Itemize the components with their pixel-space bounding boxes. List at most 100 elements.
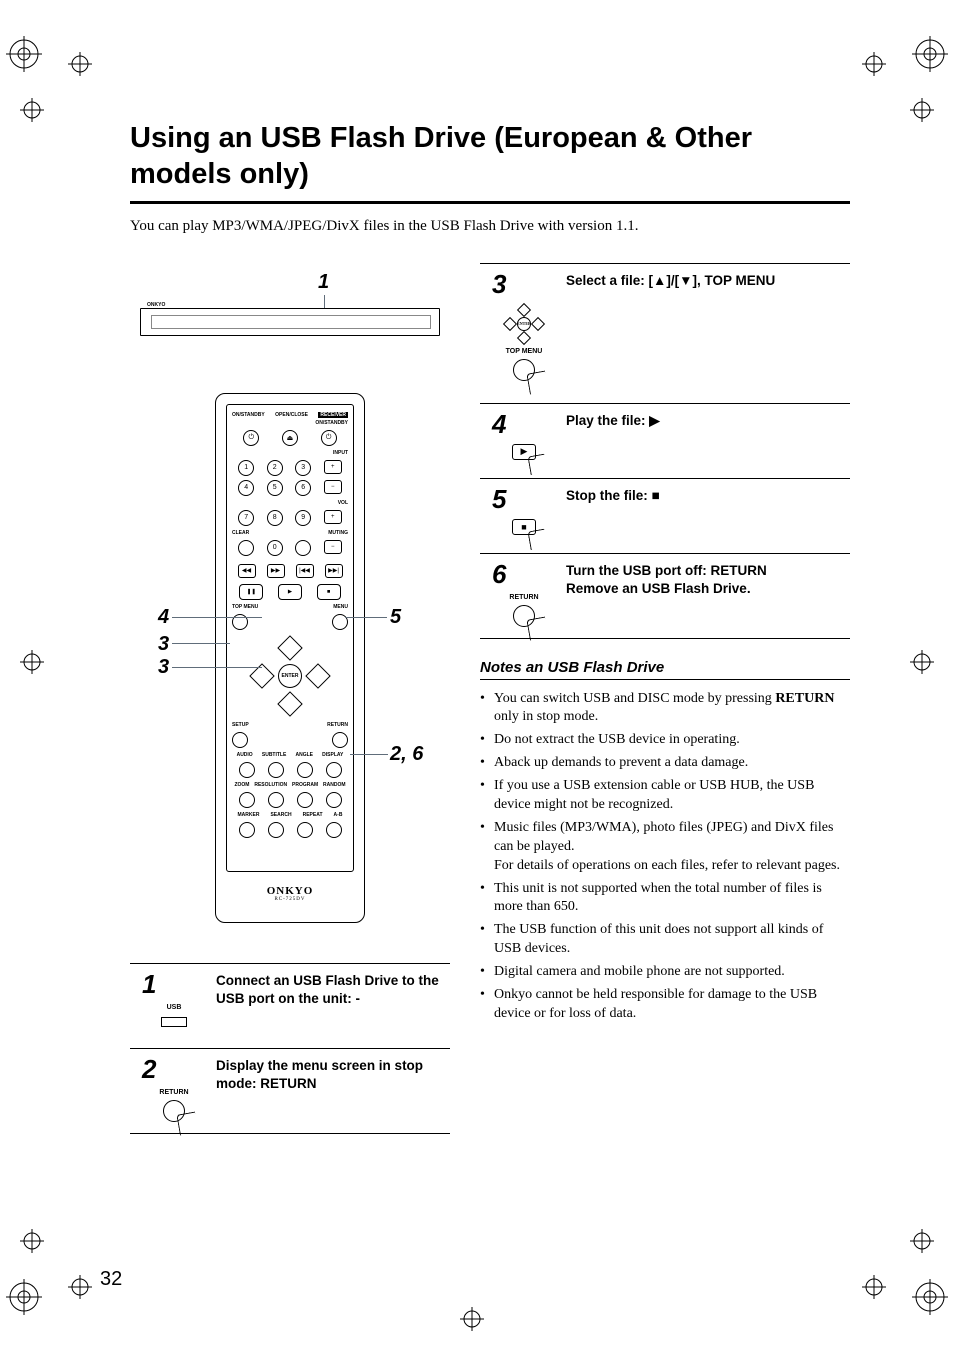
step-row: 2 RETURN Display the menu screen in stop… [130,1049,450,1133]
right-arrow-button [305,663,330,688]
callout-4: 4 [158,606,169,629]
remote-label: SETUP [232,722,249,728]
note-item: Aback up demands to prevent a data damag… [480,754,850,773]
stop-button: ■ [317,584,341,600]
remote-label: ZOOM [234,782,249,788]
steps-table-left: 1 USB Connect an USB Flash Drive to the … [130,963,450,1134]
num-button: 4 [238,480,254,496]
repeat-button [297,822,313,838]
remote-label: AUDIO [237,752,253,758]
random-button [326,792,342,808]
page-title: Using an USB Flash Drive (European & Oth… [130,120,850,204]
callout-1: 1 [318,271,329,294]
note-text: only in stop mode. [494,709,598,724]
step-text: Select a file: [▲]/[▼], TOP MENU [560,264,850,403]
play-triangle-icon: ▶ [649,412,659,430]
step-text-part: ]/[ [666,273,679,288]
left-column: 1 ONKYO ON/STANDBY OPEN/CLOSE RECEIVER [130,263,450,1134]
registration-mark [6,1279,42,1315]
button-press-icon [156,1100,192,1128]
callout-line [172,617,262,618]
step-number: 3 [492,269,506,300]
up-triangle-icon: ▲ [653,272,666,290]
standby-button: ⏻ [243,430,259,446]
remote-label: RANDOM [323,782,346,788]
up-arrow-button [277,635,302,660]
crop-mark [20,98,44,122]
step-number: 2 [142,1054,156,1085]
clear-button [238,540,254,556]
step-number: 6 [492,559,506,590]
setup-button [232,732,248,748]
remote-label: SUBTITLE [262,752,286,758]
remote-label: TOP MENU [232,604,258,610]
subtitle-button [268,762,284,778]
muting-button [295,540,311,556]
minus-button: − [324,480,342,494]
nav-dpad: ENTER [250,636,330,716]
step-row: 3 ENTER TOP MENU Select a file: [▲]/[▼], [480,264,850,404]
ffwd-button: ▶▶ [267,564,285,578]
step-number: 5 [492,484,506,515]
note-item: Music files (MP3/WMA), photo files (JPEG… [480,819,850,876]
callout-5: 5 [390,606,401,629]
callout-line [172,667,262,668]
num-button: 8 [267,510,283,526]
note-text: You can switch USB and DISC mode by pres… [494,691,775,706]
num-button: 5 [267,480,283,496]
usb-port-icon [156,1015,192,1043]
num-button: 7 [238,510,254,526]
step-text: Connect an USB Flash Drive to the USB po… [210,964,450,1048]
remote-label: ON/STANDBY [232,412,265,418]
step-caption: RETURN [509,594,538,601]
intro-text: You can play MP3/WMA/JPEG/DivX files in … [130,218,850,235]
remote-label: DISPLAY [322,752,343,758]
note-item: This unit is not supported when the tota… [480,880,850,918]
receiver-standby-button: ⏻ [321,430,337,446]
page-number: 32 [100,1268,122,1291]
callout-line [324,295,325,309]
num-button: 9 [295,510,311,526]
remote-label: INPUT [232,450,348,456]
plus-button: + [324,460,342,474]
remote-control: ON/STANDBY OPEN/CLOSE RECEIVER ON/STANDB… [215,393,365,923]
brand-text: ONKYO [216,885,364,897]
crop-mark [20,1229,44,1253]
remote-label: MARKER [238,812,260,818]
registration-mark [912,1279,948,1315]
device-front-panel: ONKYO [140,308,440,336]
play-press-icon: ▶ [506,444,542,472]
crop-mark [20,650,44,674]
note-item: Digital camera and mobile phone are not … [480,963,850,982]
step-caption: RETURN [159,1089,188,1096]
callout-26: 2, 6 [390,743,423,766]
prev-button: |◀◀ [296,564,314,578]
steps-table-right: 3 ENTER TOP MENU Select a file: [▲]/[▼], [480,263,850,639]
callout-3a: 3 [158,633,169,656]
button-press-icon [506,605,542,633]
registration-mark [6,36,42,72]
num-button: 6 [295,480,311,496]
step-text-part: Play the file: [566,413,649,428]
step-caption: USB [167,1004,182,1011]
resolution-button [268,792,284,808]
note-item: You can switch USB and DISC mode by pres… [480,690,850,728]
zoom-button [239,792,255,808]
callout-line [345,617,387,618]
remote-label: ANGLE [296,752,314,758]
registration-mark [912,36,948,72]
step-row: 6 RETURN Turn the USB port off: RETURN R… [480,554,850,638]
stop-press-icon: ■ [506,519,542,547]
num-button: 3 [295,460,311,476]
notes-list: You can switch USB and DISC mode by pres… [480,690,850,1024]
model-text: RC-725DV [216,897,364,902]
remote-label: SEARCH [270,812,291,818]
crop-mark [910,650,934,674]
program-button [297,792,313,808]
page-content: Using an USB Flash Drive (European & Oth… [130,120,850,1134]
note-bold: RETURN [775,691,834,706]
search-button [268,822,284,838]
vol-up-button: + [324,510,342,524]
step-text-part: ], TOP MENU [693,273,776,288]
step-text: Display the menu screen in stop mode: RE… [210,1049,450,1133]
